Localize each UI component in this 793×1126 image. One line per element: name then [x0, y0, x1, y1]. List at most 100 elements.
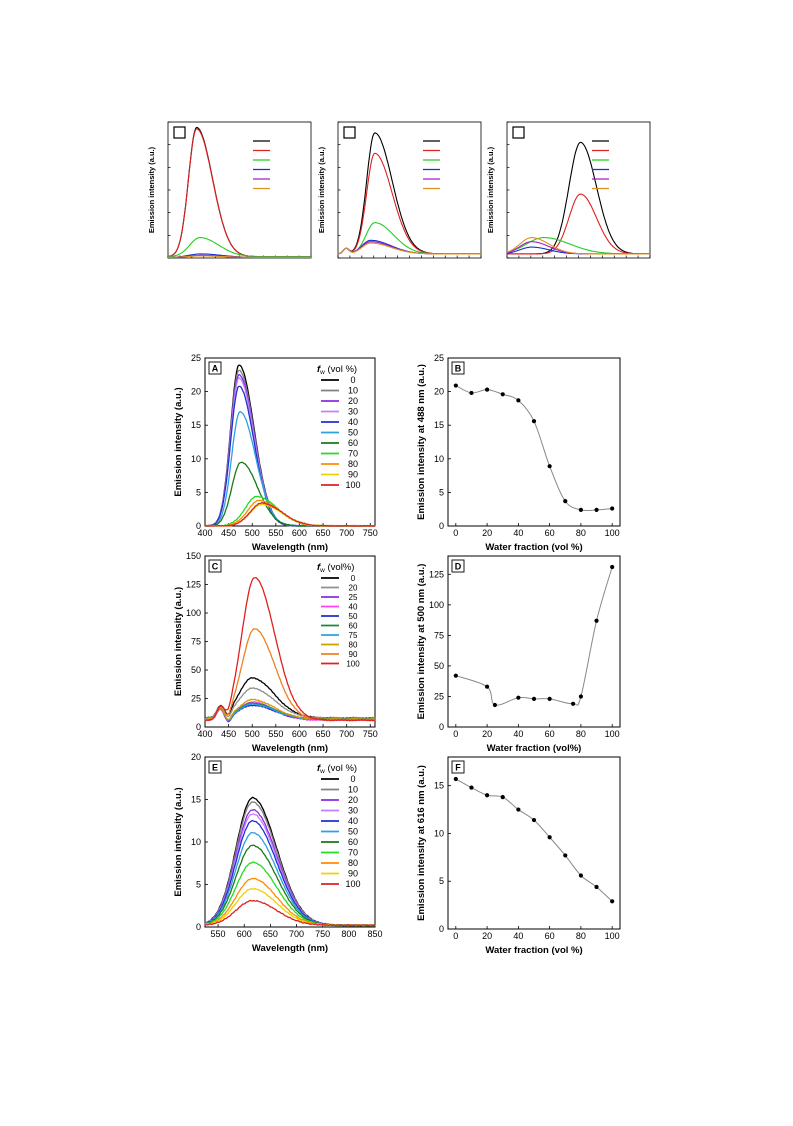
x-tick-label: 100 [605, 729, 620, 739]
panel-label-box [451, 559, 465, 573]
data-point [578, 507, 584, 512]
x-tick-label: 80 [576, 729, 586, 739]
panel-label: C [212, 562, 219, 572]
legend-entry: 60 [348, 837, 358, 847]
data-point [531, 817, 537, 823]
y-tick-label: 10 [191, 837, 201, 847]
data-point [570, 701, 576, 706]
data-point [547, 835, 552, 840]
panel-label-box [173, 126, 186, 139]
series-line-100 [204, 899, 376, 927]
panel-label-box [208, 559, 222, 573]
legend-entry: 90 [348, 470, 358, 480]
x-tick-label: 40 [513, 528, 523, 538]
legend [592, 140, 609, 190]
legend-entry: 50 [348, 827, 358, 837]
y-tick-label: 25 [434, 691, 444, 701]
legend-entry: 80 [348, 459, 358, 469]
y-tick-label: 20 [434, 387, 444, 397]
y-tick-label: 15 [191, 420, 201, 430]
y-axis-label: Emission intensity (a.u.) [486, 146, 495, 233]
legend-entry: 100 [345, 480, 360, 490]
y-tick-label: 0 [439, 521, 444, 531]
x-axis-label: Water fraction (vol %) [485, 945, 582, 956]
legend-entry: 20 [348, 795, 358, 805]
panel-label-box [208, 361, 222, 375]
y-tick-label: 0 [439, 722, 444, 732]
data-point [453, 776, 458, 782]
legend [423, 140, 440, 190]
x-tick-label: 0 [453, 528, 458, 538]
series-line-5 [337, 242, 481, 255]
legend-entry: 50 [349, 612, 358, 621]
x-tick-label: 550 [211, 929, 226, 939]
plot-frame [447, 555, 621, 728]
data-point [531, 419, 537, 424]
y-axis-label: Emission intensity (a.u.) [173, 787, 184, 896]
y-tick-label: 5 [196, 487, 201, 497]
panel-label-box [451, 361, 465, 375]
legend-entry: 10 [348, 386, 358, 396]
y-tick-label: 20 [191, 752, 201, 762]
plot-frame [447, 756, 621, 930]
legend-entry: 10 [348, 785, 358, 795]
x-axis-label: Water fraction (vol%) [487, 743, 582, 754]
legend-entry: 70 [348, 449, 358, 459]
legend-entry: 0 [351, 574, 356, 583]
legend-entry: 100 [346, 660, 360, 669]
data-point [547, 696, 552, 702]
y-tick-label: 20 [191, 387, 201, 397]
series-line-100 [204, 576, 376, 722]
x-tick-label: 650 [316, 528, 331, 538]
x-axis-label: Wavelength (nm) [252, 542, 328, 553]
x-tick-label: 500 [245, 729, 260, 739]
x-tick-label: 100 [605, 931, 620, 941]
series-group [506, 141, 650, 255]
data-point [610, 899, 615, 904]
y-axis-label: Emission intensity at 500 nm (a.u.) [416, 564, 427, 720]
y-tick-label: 0 [439, 924, 444, 934]
data-point [610, 564, 615, 570]
data-point [531, 696, 537, 702]
data-point [610, 506, 615, 511]
y-tick-label: 100 [186, 608, 201, 618]
panel-label-box [343, 126, 356, 139]
x-tick-label: 550 [268, 729, 283, 739]
chart-panel-B: 0 20 40 60 80 100 0 5 10 15 20 25 Water fraction (vo… [416, 353, 621, 553]
y-tick-label: 10 [434, 454, 444, 464]
y-tick-label: 25 [191, 694, 201, 704]
x-axis-label: Wavelength (nm) [252, 943, 328, 954]
legend-entry: 60 [349, 622, 358, 631]
data-point [594, 618, 599, 623]
x-tick-label: 650 [316, 729, 331, 739]
panel-label: A [212, 364, 219, 374]
x-tick-label: 600 [292, 729, 307, 739]
y-axis-label: Emission intensity (a.u.) [317, 146, 326, 233]
x-tick-label: 400 [197, 528, 212, 538]
y-tick-label: 125 [186, 580, 201, 590]
series-group [204, 364, 376, 527]
x-axis-label: Water fraction (vol %) [485, 542, 582, 553]
data-point [453, 383, 458, 388]
data-point [492, 702, 498, 708]
data-point [563, 499, 568, 504]
y-tick-label: 15 [191, 795, 201, 805]
series-group [167, 126, 311, 258]
legend-entry: 0 [350, 774, 355, 784]
data-point [578, 873, 584, 878]
legend-entry: 90 [348, 869, 358, 879]
chart-panel-E: 550 600 650 700 750 800 85005101520Wavelength … [173, 752, 383, 954]
panel-label: E [212, 763, 218, 773]
x-tick-label: 600 [237, 929, 252, 939]
y-tick-label: 0 [196, 922, 201, 932]
series-line-5 [506, 237, 650, 255]
panel-label: D [455, 562, 462, 572]
x-tick-label: 80 [576, 931, 586, 941]
data-point [594, 507, 599, 512]
legend-entry: 90 [349, 650, 358, 659]
x-tick-label: 0 [453, 729, 458, 739]
y-tick-label: 15 [434, 781, 444, 791]
data-point [516, 695, 521, 700]
legend-entry: 0 [350, 375, 355, 385]
